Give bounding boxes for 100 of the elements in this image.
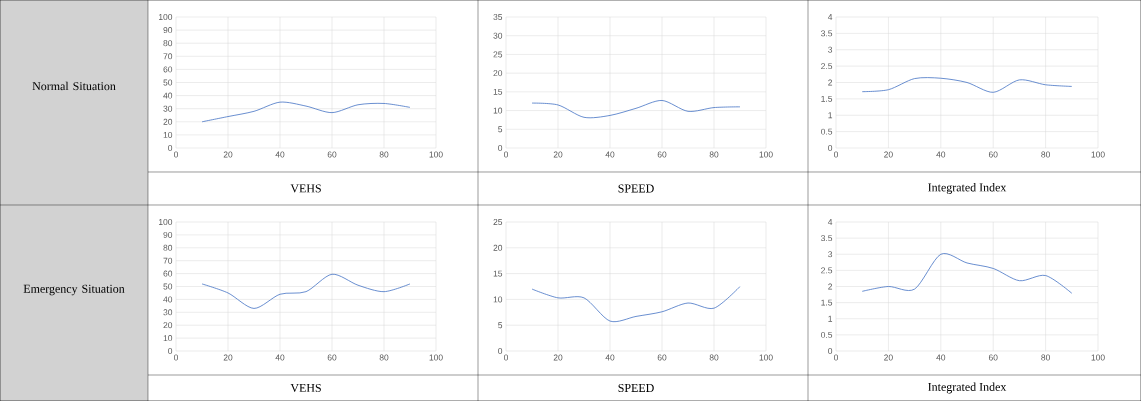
- x-tick-label: 60: [657, 151, 667, 158]
- x-axis-title: VEHS: [290, 383, 321, 393]
- y-tick-label: 90: [163, 231, 173, 238]
- text: Normal Situation: [32, 81, 116, 91]
- x-tick-label: 0: [173, 354, 179, 361]
- y-tick-label: 5: [498, 322, 503, 329]
- x-axis-title: SPEED: [618, 184, 654, 193]
- x-tick-label: 20: [553, 151, 563, 158]
- y-tick-label: 30: [163, 105, 173, 112]
- y-tick-label: 60: [163, 66, 173, 73]
- y-tick-label: 0: [498, 145, 503, 151]
- y-tick-label: 100: [158, 219, 173, 225]
- y-tick-label: 10: [493, 107, 503, 114]
- line-series: [861, 253, 1073, 294]
- text: Emergency Situation: [23, 284, 125, 296]
- y-tick-label: 70: [163, 53, 173, 60]
- y-tick-label: 80: [163, 40, 173, 47]
- x-tick-label: 0: [833, 151, 839, 158]
- x-tick-label: 0: [503, 151, 509, 158]
- y-tick-label: 35: [493, 14, 503, 20]
- x-tick-label: 100: [429, 354, 443, 361]
- y-tick-label: 40: [163, 92, 173, 99]
- y-tick-label: 30: [493, 32, 503, 39]
- y-tick-label: 1.5: [821, 95, 833, 102]
- x-tick-label: 60: [657, 354, 667, 361]
- y-tick-label: 20: [493, 70, 503, 77]
- y-tick-label: 60: [163, 270, 173, 277]
- x-tick-label: 40: [275, 354, 285, 361]
- y-tick-label: 3: [828, 46, 833, 53]
- x-tick-label: 40: [936, 151, 946, 158]
- y-tick-label: 20: [163, 322, 173, 329]
- x-tick-label: 40: [275, 151, 285, 158]
- x-tick-label: 60: [988, 354, 998, 361]
- x-tick-label: 80: [709, 354, 719, 361]
- x-tick-label: 60: [988, 151, 998, 158]
- y-tick-label: 3: [828, 251, 833, 258]
- x-tick-label: 0: [173, 151, 179, 158]
- y-tick-label: 15: [493, 88, 503, 95]
- line-series: [201, 273, 411, 309]
- y-tick-label: 0.5: [821, 331, 833, 338]
- y-tick-label: 40: [163, 296, 173, 303]
- y-tick-label: 50: [163, 79, 173, 86]
- y-tick-label: 50: [163, 283, 173, 290]
- y-tick-label: 3.5: [821, 30, 833, 37]
- y-tick-label: 0.5: [821, 128, 833, 135]
- x-tick-label: 40: [605, 354, 615, 361]
- x-axis-title: Integrated Index: [928, 183, 1007, 194]
- y-tick-label: 25: [493, 51, 503, 58]
- x-tick-label: 80: [379, 151, 389, 158]
- x-axis-title: SPEED: [618, 383, 654, 393]
- y-tick-label: 1: [828, 315, 833, 322]
- x-tick-label: 40: [936, 354, 946, 361]
- y-tick-label: 4: [827, 14, 833, 20]
- x-tick-label: 20: [223, 354, 233, 361]
- line-series: [531, 100, 741, 119]
- x-tick-label: 100: [429, 151, 443, 158]
- x-tick-label: 60: [327, 354, 337, 361]
- y-tick-label: 0: [168, 145, 173, 151]
- x-tick-label: 100: [759, 151, 773, 158]
- x-tick-label: 20: [884, 354, 893, 361]
- y-tick-label: 4: [827, 219, 833, 225]
- y-tick-label: 5: [498, 126, 503, 133]
- y-tick-label: 20: [163, 118, 173, 125]
- y-tick-label: 0: [828, 348, 833, 354]
- x-tick-label: 60: [327, 151, 337, 158]
- y-tick-label: 0: [828, 145, 833, 151]
- y-tick-label: 2: [828, 283, 833, 290]
- y-tick-label: 80: [163, 244, 173, 251]
- x-tick-label: 100: [1091, 151, 1105, 158]
- line-series: [861, 77, 1073, 93]
- x-tick-label: 40: [605, 151, 615, 158]
- y-tick-label: 100: [158, 14, 173, 20]
- line-series: [531, 286, 741, 323]
- x-tick-label: 80: [1041, 354, 1050, 361]
- x-tick-label: 20: [884, 151, 893, 158]
- x-tick-label: 20: [553, 354, 563, 361]
- y-tick-label: 1: [828, 112, 833, 119]
- x-axis-title: VEHS: [290, 184, 321, 193]
- y-tick-label: 0: [168, 348, 173, 354]
- x-tick-label: 80: [709, 151, 719, 158]
- x-tick-label: 80: [379, 354, 389, 361]
- y-tick-label: 15: [493, 270, 503, 277]
- y-tick-label: 2.5: [821, 63, 833, 70]
- x-tick-label: 0: [833, 354, 839, 361]
- y-tick-label: 70: [163, 257, 173, 264]
- y-tick-label: 1.5: [821, 299, 833, 306]
- y-tick-label: 10: [163, 335, 173, 342]
- y-tick-label: 3.5: [821, 235, 833, 242]
- y-tick-label: 25: [493, 219, 503, 225]
- y-tick-label: 10: [493, 296, 503, 303]
- line-series: [201, 101, 411, 123]
- y-tick-label: 10: [163, 131, 173, 138]
- y-tick-label: 30: [163, 309, 173, 316]
- x-tick-label: 100: [759, 354, 773, 361]
- y-tick-label: 2: [828, 79, 833, 86]
- x-tick-label: 20: [223, 151, 233, 158]
- y-tick-label: 2.5: [821, 267, 833, 274]
- x-tick-label: 0: [503, 354, 509, 361]
- y-tick-label: 20: [493, 244, 503, 251]
- y-tick-label: 90: [163, 27, 173, 34]
